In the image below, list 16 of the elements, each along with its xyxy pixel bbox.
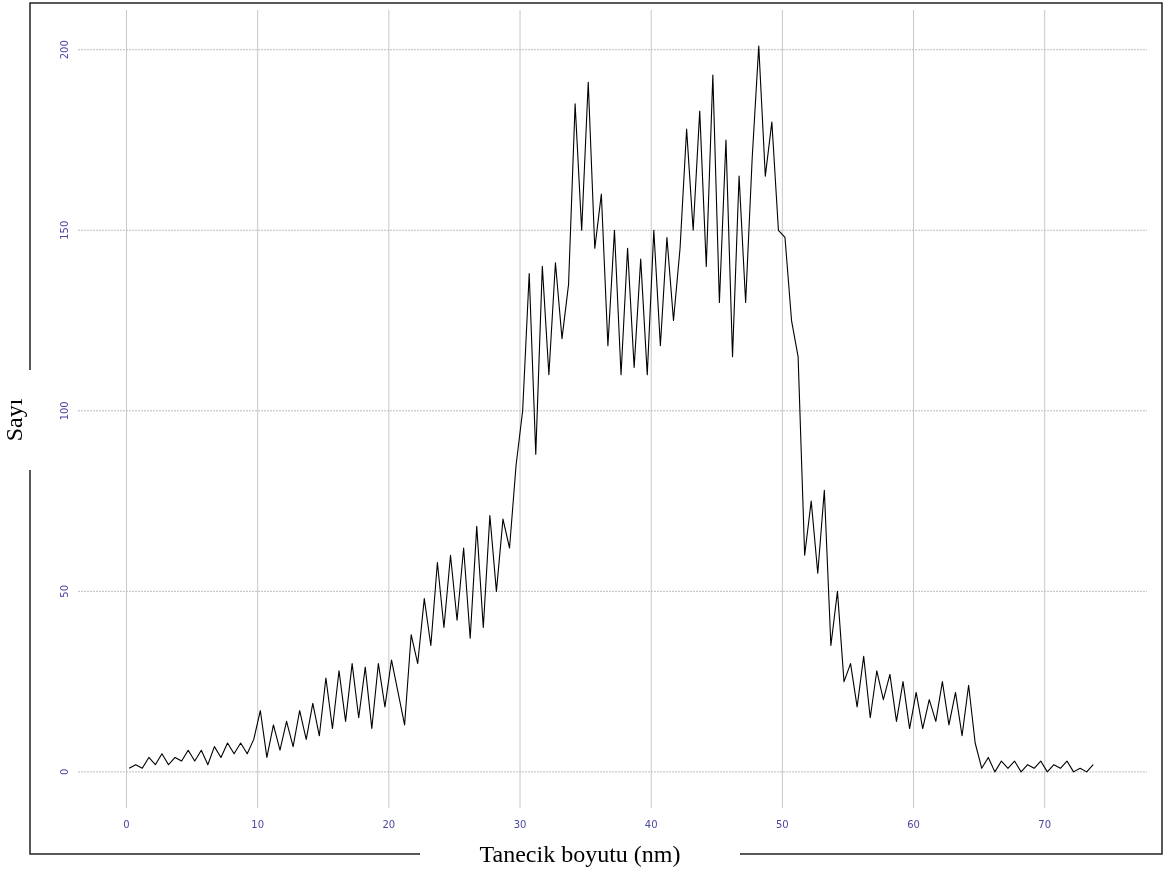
y-axis-title: Sayı <box>1 398 27 442</box>
y-tick-label: 200 <box>59 40 70 60</box>
y-tick-label: 50 <box>59 584 70 598</box>
x-tick-label: 60 <box>907 819 920 830</box>
x-tick-label: 30 <box>513 819 527 830</box>
x-tick-label: 20 <box>382 819 396 830</box>
x-tick-label: 50 <box>775 819 789 830</box>
x-axis-title: Tanecik boyutu (nm) <box>479 841 681 867</box>
x-tick-label: 10 <box>251 819 265 830</box>
y-tick-label: 150 <box>59 220 70 240</box>
x-tick-label: 40 <box>644 819 658 830</box>
y-tick-label: 100 <box>59 401 70 421</box>
line-series <box>128 45 1094 773</box>
y-tick-label: 0 <box>59 768 70 776</box>
x-tick-label: 0 <box>123 819 130 830</box>
x-tick-label: 70 <box>1038 819 1052 830</box>
